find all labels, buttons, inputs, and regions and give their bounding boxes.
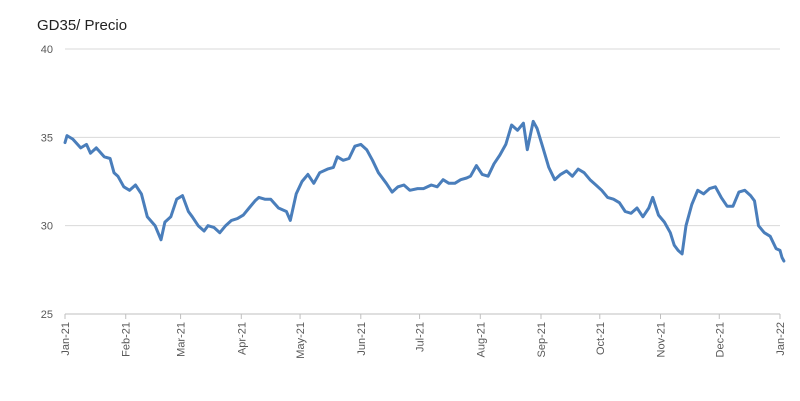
x-tick-label: Jul-21 — [415, 322, 427, 352]
series-line — [63, 119, 786, 263]
x-tick-label: Nov-21 — [656, 322, 668, 357]
x-tick-label: Jan-22 — [775, 322, 787, 356]
x-tick-label: May-21 — [295, 322, 307, 359]
y-tick-label: 35 — [41, 132, 53, 144]
x-tick-label: Feb-21 — [121, 322, 133, 357]
y-axis-ticks: 25 30 35 40 — [41, 44, 53, 321]
y-tick-label: 40 — [41, 44, 53, 56]
y-tick-label: 30 — [41, 221, 53, 233]
series-group — [63, 119, 786, 263]
x-tick-label: Apr-21 — [236, 322, 248, 355]
chart-title: GD35/ Precio — [37, 17, 128, 34]
x-tick-label: Jan-21 — [60, 322, 72, 356]
x-tick-label: Mar-21 — [176, 322, 188, 357]
x-tick-label: Jun-21 — [356, 322, 368, 356]
x-tick-label: Aug-21 — [475, 322, 487, 357]
gridlines — [65, 48, 780, 227]
y-tick-label: 25 — [41, 309, 53, 321]
x-tick-label: Oct-21 — [595, 322, 607, 355]
x-axis-ticks: Jan-21 Feb-21 Mar-21 Apr-21 May-21 Jun-21 Jul-… — [60, 314, 787, 359]
x-tick-label: Sep-21 — [536, 322, 548, 357]
x-tick-label: Dec-21 — [714, 322, 726, 357]
